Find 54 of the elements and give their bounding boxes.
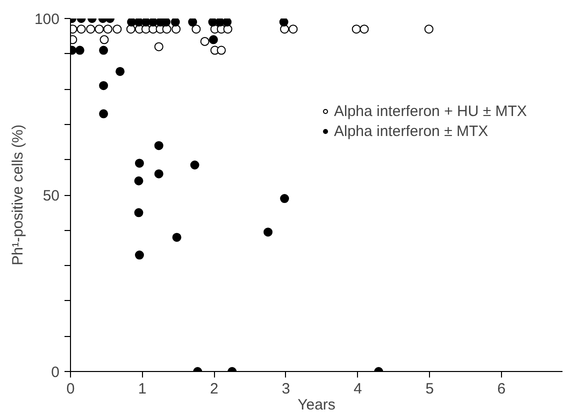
point bbox=[141, 18, 150, 27]
point bbox=[154, 141, 164, 150]
point bbox=[134, 208, 144, 218]
point bbox=[352, 24, 361, 34]
point bbox=[154, 42, 164, 52]
point bbox=[86, 24, 96, 34]
point bbox=[215, 18, 224, 27]
y-axis-title: Ph¹-positive cells (%) bbox=[9, 124, 26, 266]
point bbox=[134, 158, 144, 168]
point bbox=[264, 228, 273, 237]
point bbox=[154, 169, 164, 178]
point bbox=[99, 81, 108, 90]
x-tick-label: 2 bbox=[210, 380, 218, 398]
point bbox=[222, 18, 232, 27]
x-axis-title: Years bbox=[298, 396, 336, 414]
point bbox=[192, 24, 201, 34]
point bbox=[200, 36, 210, 46]
point bbox=[288, 24, 298, 34]
legend-label: Alpha interferon ± MTX bbox=[334, 122, 488, 140]
point bbox=[99, 109, 108, 118]
x-tick-label: 3 bbox=[282, 380, 290, 398]
point bbox=[279, 18, 288, 27]
point bbox=[172, 232, 182, 242]
point bbox=[188, 18, 198, 27]
point bbox=[134, 176, 144, 186]
point bbox=[208, 35, 218, 44]
x-tick-label: 0 bbox=[66, 380, 75, 398]
legend-label: Alpha interferon + HU ± MTX bbox=[334, 102, 527, 120]
x-tick-label: 4 bbox=[354, 380, 362, 398]
point bbox=[208, 18, 218, 27]
point bbox=[75, 46, 84, 55]
point bbox=[134, 18, 144, 27]
point bbox=[99, 46, 108, 55]
point bbox=[127, 18, 136, 27]
x-tick-label: 1 bbox=[138, 380, 146, 398]
x-tick-label: 6 bbox=[497, 380, 506, 398]
y-tick-label: 0 bbox=[51, 364, 60, 381]
point bbox=[112, 24, 122, 34]
point bbox=[103, 24, 112, 34]
point bbox=[116, 66, 125, 76]
point bbox=[94, 24, 104, 34]
point bbox=[148, 18, 158, 27]
point bbox=[360, 24, 369, 34]
x-tick-label: 5 bbox=[425, 380, 434, 398]
point bbox=[216, 46, 226, 55]
point bbox=[134, 250, 144, 260]
point bbox=[76, 24, 86, 34]
y-tick-label: 50 bbox=[42, 188, 60, 204]
point bbox=[190, 160, 200, 170]
y-tick-label: 100 bbox=[34, 11, 60, 28]
point bbox=[170, 18, 180, 27]
point bbox=[280, 194, 290, 204]
point bbox=[424, 24, 434, 34]
point bbox=[100, 35, 109, 44]
